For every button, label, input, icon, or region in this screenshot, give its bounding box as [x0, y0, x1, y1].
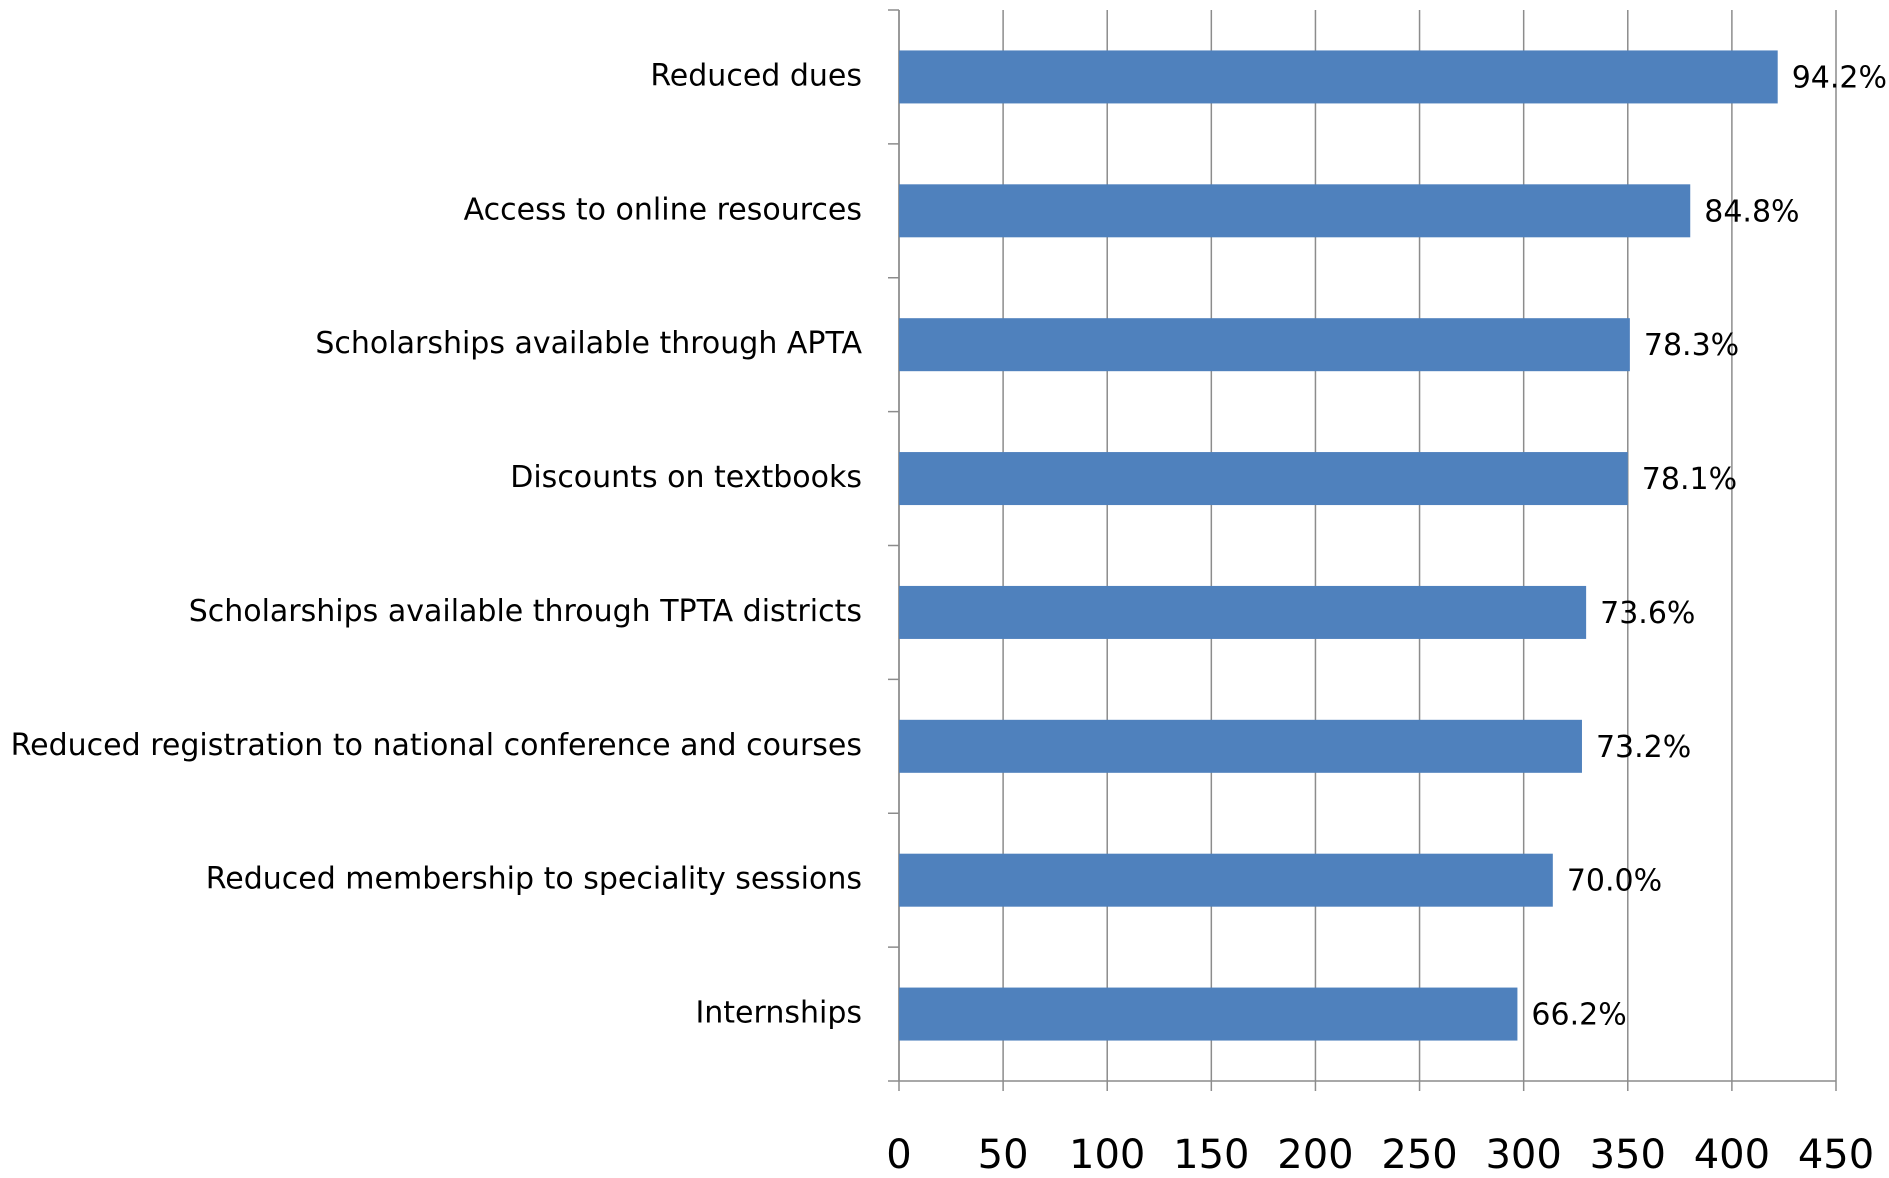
x-tick-label: 100 — [1069, 1132, 1145, 1178]
y-tick-label: Internships — [695, 996, 862, 1031]
y-tick-label: Reduced registration to national confere… — [11, 728, 862, 763]
x-tick-label: 350 — [1590, 1132, 1666, 1178]
bar — [899, 585, 1587, 639]
y-tick-label: Reduced membership to speciality session… — [206, 862, 862, 897]
data-label: 78.3% — [1644, 328, 1739, 363]
data-label: 66.2% — [1531, 998, 1626, 1033]
x-tick-label: 400 — [1694, 1132, 1770, 1178]
x-tick-label: 450 — [1798, 1132, 1874, 1178]
data-label: 78.1% — [1642, 462, 1737, 497]
bar — [899, 318, 1630, 372]
data-label: 84.8% — [1704, 194, 1799, 229]
y-tick-label: Access to online resources — [464, 192, 862, 227]
x-tick-label: 0 — [886, 1132, 911, 1178]
data-label: 73.6% — [1600, 596, 1695, 631]
x-tick-label: 50 — [978, 1132, 1029, 1178]
bar — [899, 853, 1553, 907]
y-tick-label: Discounts on textbooks — [510, 460, 862, 495]
y-tick-label: Scholarships available through APTA — [315, 326, 862, 361]
x-tick-label: 200 — [1277, 1132, 1353, 1178]
x-tick-label: 150 — [1173, 1132, 1249, 1178]
data-label: 73.2% — [1596, 730, 1691, 765]
data-label: 70.0% — [1567, 864, 1662, 899]
bar — [899, 184, 1691, 238]
x-tick-label: 300 — [1485, 1132, 1561, 1178]
x-tick-label: 250 — [1381, 1132, 1457, 1178]
y-tick-label: Reduced dues — [650, 58, 862, 93]
data-label: 94.2% — [1792, 60, 1887, 95]
bar — [899, 719, 1582, 773]
bar — [899, 452, 1628, 506]
y-tick-label: Scholarships available through TPTA dist… — [189, 594, 862, 629]
bar — [899, 987, 1518, 1041]
bar — [899, 50, 1778, 104]
